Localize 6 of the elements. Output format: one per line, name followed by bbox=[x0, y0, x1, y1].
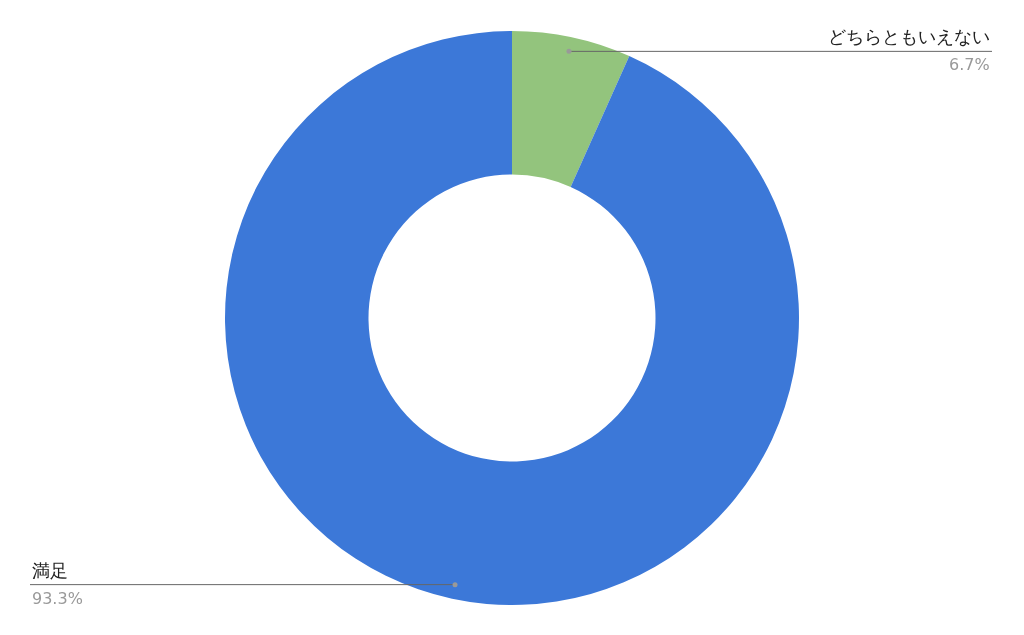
data-label: 6.7% bbox=[949, 55, 990, 74]
data-label: 93.3% bbox=[32, 589, 83, 608]
donut-slice bbox=[225, 31, 799, 605]
slice-label: 満足 bbox=[32, 560, 68, 581]
donut-slice bbox=[512, 31, 630, 188]
slice-label: どちらともいえない bbox=[828, 26, 990, 47]
